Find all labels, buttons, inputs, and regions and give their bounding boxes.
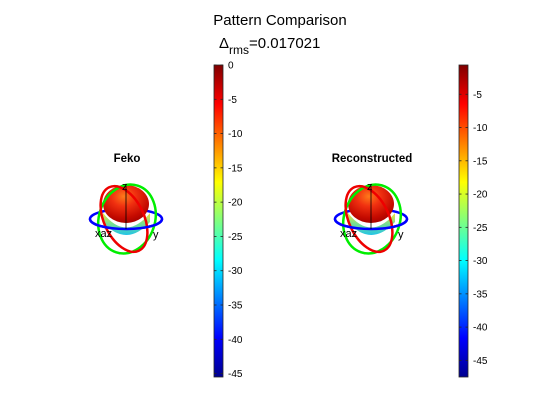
axis-label-y: y [153,229,159,241]
figure-title: Pattern Comparison [213,12,346,29]
delta-symbol: Δ [219,35,229,52]
axis-label-y: y [398,229,404,241]
colorbar-tick-label: -25 [228,232,243,243]
colorbar-tick-label: -10 [473,123,488,134]
delta-subscript: rms [229,43,249,57]
colorbar-tick-label: -40 [473,323,488,334]
colorbar-tick-label: 0 [228,61,234,72]
subplot-title-feko: Feko [114,153,141,165]
colorbar-tick-label: -15 [228,163,243,174]
axis-label-z: z [367,181,373,193]
colorbar-reconstructed-fill [458,64,469,378]
colorbar-tick-label: -5 [228,95,237,106]
colorbar-tick-label: -35 [228,301,243,312]
delta-value: =0.017021 [249,35,320,52]
colorbar-tick-label: -5 [473,90,482,101]
colorbar-tick-label: -45 [228,369,243,380]
colorbar-tick-label: -10 [228,129,243,140]
colorbar-tick-label: -30 [473,256,488,267]
pattern-3d-feko: z xaz y [88,181,164,255]
axis-label-xaz: xaz [95,228,112,240]
colorbar-feko: 0 -5 -10 -15 -20 -25 -30 -35 -40 -45 [213,61,243,380]
colorbar-reconstructed: -5 -10 -15 -20 -25 -30 -35 -40 -45 [458,64,488,378]
colorbar-tick-label: -15 [473,156,488,167]
colorbar-tick-label: -20 [228,198,243,209]
colorbar-tick-label: -45 [473,356,488,367]
colorbar-tick-label: -30 [228,266,243,277]
colorbar-reconstructed-ticks: -5 -10 -15 -20 -25 -30 -35 -40 -45 [459,90,488,367]
figure-delta-line: Δrms=0.017021 [219,35,320,57]
pattern-3d-reconstructed: z xaz y [333,181,409,255]
colorbar-feko-fill [213,64,224,378]
subplot-reconstructed: Reconstructed z xaz y [332,153,413,255]
colorbar-tick-label: -20 [473,190,488,201]
colorbar-feko-ticks: 0 -5 -10 -15 -20 -25 -30 -35 -40 -45 [214,61,243,380]
colorbar-tick-label: -35 [473,289,488,300]
subplot-title-reconstructed: Reconstructed [332,153,413,165]
colorbar-tick-label: -40 [228,335,243,346]
axis-label-z: z [122,181,128,193]
subplot-feko: Feko z xaz y [88,153,164,255]
colorbar-tick-label: -25 [473,223,488,234]
axis-label-xaz: xaz [340,228,357,240]
